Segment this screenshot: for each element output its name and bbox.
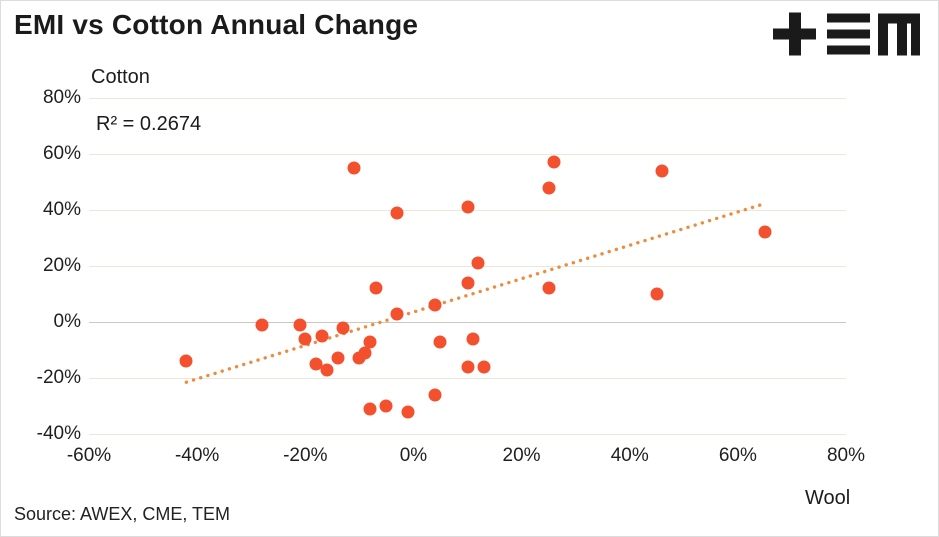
- data-point: [461, 200, 474, 214]
- data-point: [179, 354, 193, 368]
- data-point: [461, 276, 474, 290]
- data-point: [433, 335, 447, 349]
- y-tick-label: 80%: [42, 87, 81, 108]
- tem-logo-icon: [773, 12, 920, 56]
- gridline-y-80: [89, 98, 846, 99]
- data-point: [428, 388, 442, 402]
- x-tick-label: -60%: [66, 445, 112, 466]
- gridline-y-60: [89, 154, 846, 155]
- data-point: [347, 161, 361, 175]
- data-point: [298, 332, 312, 346]
- data-point: [320, 363, 334, 377]
- data-point: [369, 281, 383, 295]
- gridline-y--20: [89, 378, 846, 379]
- data-point: [542, 181, 556, 195]
- plot-area: 80% 60% 40% 20% 0% -20% -40% -60% -40% -20% 0% 20% 4…: [37, 87, 865, 466]
- x-tick-label: 20%: [502, 445, 541, 466]
- data-point: [547, 155, 561, 169]
- gridline-y-0: [89, 322, 846, 323]
- y-tick-label: -20%: [36, 367, 81, 388]
- data-point: [336, 321, 350, 335]
- gridline-y-20: [89, 266, 846, 267]
- data-point: [655, 164, 669, 178]
- y-axis-title: Cotton: [91, 66, 150, 88]
- data-point: [650, 287, 664, 301]
- chart-title: EMI vs Cotton Annual Change: [14, 9, 419, 40]
- y-tick-label: 60%: [42, 143, 81, 164]
- data-point: [363, 402, 377, 416]
- y-tick-label: 20%: [42, 255, 81, 276]
- data-point: [255, 318, 269, 332]
- x-tick-label: 40%: [610, 445, 649, 466]
- data-point: [331, 351, 345, 365]
- x-tick-label: -20%: [283, 445, 328, 466]
- r-squared-annotation: R² = 0.2674: [96, 113, 202, 135]
- data-point: [758, 225, 772, 239]
- data-point: [428, 298, 442, 312]
- y-tick-label: -40%: [36, 423, 81, 444]
- x-tick-label: 0%: [399, 445, 428, 466]
- gridline-y--40: [89, 434, 846, 435]
- data-point: [466, 332, 480, 346]
- data-point: [471, 256, 485, 270]
- data-point: [309, 357, 323, 371]
- data-point: [461, 360, 474, 374]
- data-point: [477, 360, 491, 374]
- y-tick-label: 0%: [53, 311, 81, 332]
- data-point: [363, 335, 377, 349]
- data-point: [401, 405, 415, 419]
- data-point: [358, 346, 372, 360]
- x-tick-label: 80%: [826, 445, 866, 466]
- data-point: [542, 281, 556, 295]
- data-point: [390, 307, 404, 321]
- trendline: [184, 202, 764, 384]
- y-tick-label: 40%: [42, 199, 81, 220]
- data-point: [293, 318, 307, 332]
- data-point: [390, 206, 404, 220]
- data-point: [379, 399, 393, 413]
- x-tick-label: -40%: [174, 445, 220, 466]
- x-axis-title: Wool: [805, 487, 851, 509]
- data-point: [315, 329, 328, 343]
- x-tick-label: 60%: [718, 445, 757, 466]
- source-note: Source: AWEX, CME, TEM: [14, 504, 231, 524]
